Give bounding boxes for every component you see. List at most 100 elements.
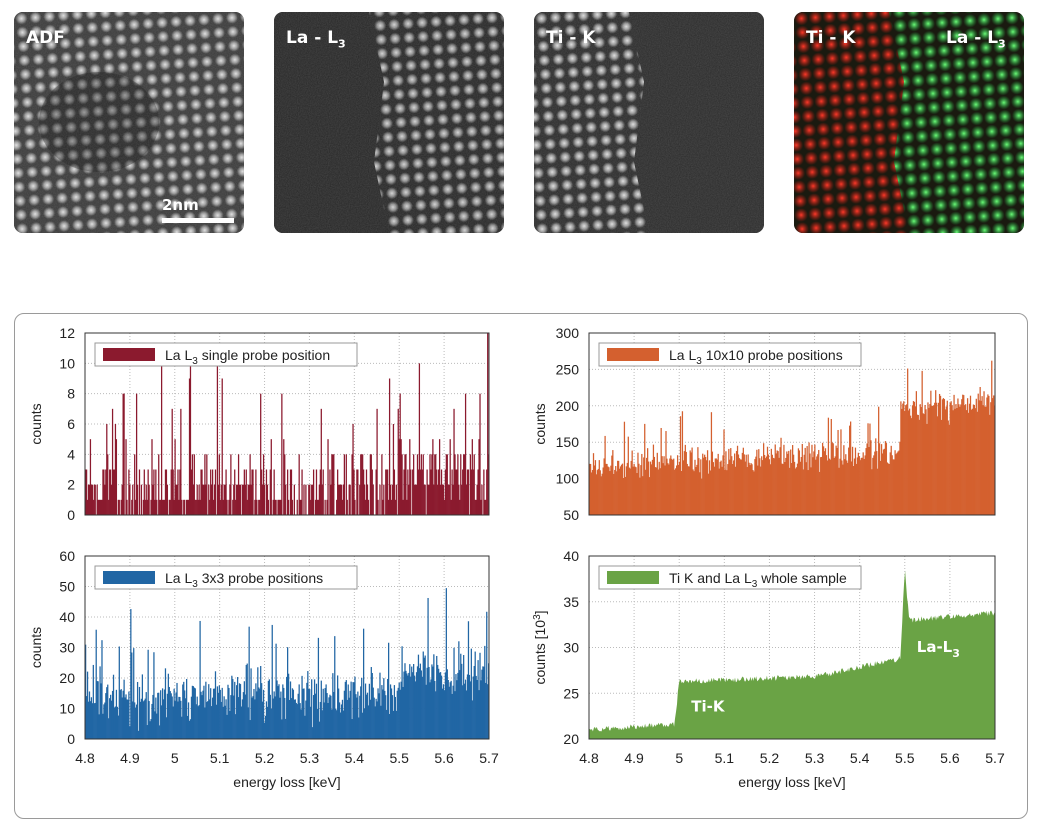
spectrum-bar xyxy=(895,454,897,515)
spectrum-bar xyxy=(115,689,118,739)
spectrum-bar xyxy=(172,706,174,739)
spectrum-bar xyxy=(410,676,412,739)
spectrum-bar xyxy=(236,685,238,739)
spectrum-bar xyxy=(340,704,343,739)
spectrum-bar xyxy=(180,408,182,515)
overlay-map-image: Ti - K La - L3 xyxy=(794,12,1024,233)
spectrum-bar xyxy=(671,458,673,515)
spectrum-bar xyxy=(392,710,395,739)
spectrum-bar xyxy=(595,474,598,515)
spectrum-bar xyxy=(99,666,101,739)
spectrum-bar xyxy=(349,484,351,515)
spectrum-bar xyxy=(236,484,238,515)
spectrum-bar xyxy=(615,466,617,515)
legend: La L3 10x10 probe positions xyxy=(598,342,862,367)
spectrum-bar xyxy=(823,451,826,515)
legend-box xyxy=(94,565,358,590)
spectrum-bar xyxy=(244,694,246,739)
spectrum-bar xyxy=(897,451,899,515)
spectrum-bar xyxy=(420,454,422,515)
spectrum-bar xyxy=(293,699,295,739)
legend-label: Ti K and La L3 whole sample xyxy=(669,570,847,590)
spectrum-bar xyxy=(459,499,461,515)
spectrum-bar xyxy=(95,629,97,739)
spectrum-bar xyxy=(277,499,279,515)
spectrum-bar xyxy=(89,439,92,515)
spectrum-bar xyxy=(305,484,307,515)
spectrum-bar xyxy=(711,451,714,515)
spectrum-bar xyxy=(854,447,857,515)
spectrum-bar xyxy=(129,484,131,515)
plot-frame xyxy=(84,555,490,740)
spectrum-bar xyxy=(592,453,595,515)
spectrum-bar xyxy=(377,688,379,739)
spectrum-bar xyxy=(429,682,431,739)
spectrum-bar xyxy=(935,390,937,515)
spectrum-bar xyxy=(394,499,396,515)
spectrum-bar xyxy=(908,408,911,515)
y-tick-label: 300 xyxy=(556,325,580,341)
spectrum-bar xyxy=(353,682,355,739)
spectrum-bar xyxy=(100,499,102,515)
spectrum-bar xyxy=(726,470,728,515)
spectrum-bar xyxy=(389,684,392,739)
spectrum-bar xyxy=(678,461,681,515)
spectrum-bar xyxy=(461,484,463,515)
spectrum-bar xyxy=(272,499,274,515)
spectrum-bar xyxy=(655,467,657,515)
spectrum-bar xyxy=(94,702,96,739)
spectrum-bar xyxy=(666,458,668,515)
spectrum-bar xyxy=(788,450,790,515)
spectrum-bar xyxy=(961,399,963,515)
spectrum-bar xyxy=(875,438,877,515)
spectrum-bar xyxy=(154,711,156,739)
spectrum-bar xyxy=(710,412,713,515)
spectrum-bar xyxy=(856,457,859,515)
spectrum-bar xyxy=(648,477,651,515)
spectrum-bar xyxy=(312,469,315,515)
spectrum-bar xyxy=(438,439,441,515)
spectrum-bar xyxy=(640,465,642,515)
spectrum-bar xyxy=(966,398,969,515)
spectrum-bar xyxy=(112,674,115,739)
spectrum-bar xyxy=(299,703,301,739)
overlay-ti-k-label: Ti - K xyxy=(806,28,856,48)
spectrum-bar xyxy=(341,699,344,739)
spectrum-bar xyxy=(461,663,463,739)
spectrum-bar xyxy=(98,714,100,739)
y-tick-label: 50 xyxy=(59,579,75,595)
spectrum-bar xyxy=(362,628,365,739)
spectrum-bar xyxy=(103,469,105,515)
spectrum-bar xyxy=(971,408,974,515)
spectrum-bar xyxy=(466,674,469,739)
spectrum-bar xyxy=(290,698,293,739)
spectrum-bar xyxy=(308,688,310,739)
spectrum-bar xyxy=(191,454,194,515)
spectrum-bar xyxy=(456,469,458,515)
spectrum-bar xyxy=(99,499,101,515)
spectrum-bar xyxy=(418,668,421,739)
spectrum-bar xyxy=(472,676,474,739)
spectrum-bar xyxy=(259,688,261,739)
spectrum-bar xyxy=(484,645,486,739)
spectrum-bar xyxy=(200,469,202,515)
spectrum-bar xyxy=(974,408,976,515)
spectrum-bar xyxy=(173,688,175,739)
spectrum-bar xyxy=(649,461,652,515)
spectrum-bar xyxy=(287,499,290,515)
spectrum-bar xyxy=(596,470,598,515)
spectrum-bar xyxy=(284,454,286,515)
spectrum-bar xyxy=(729,459,731,515)
spectrum-bar xyxy=(385,469,387,515)
spectrum-bar xyxy=(659,468,661,515)
spectrum-bar xyxy=(116,706,119,739)
la-label-main: La - L xyxy=(286,28,339,48)
spectrum-bar xyxy=(594,460,597,515)
spectrum-bar xyxy=(844,459,846,515)
spectrum-bar xyxy=(465,484,468,515)
spectrum-bar xyxy=(476,679,478,739)
spectrum-bar xyxy=(696,464,698,515)
spectrum-bar xyxy=(211,697,214,739)
spectrum-bar xyxy=(172,469,174,515)
spectrum-bar xyxy=(273,469,275,515)
